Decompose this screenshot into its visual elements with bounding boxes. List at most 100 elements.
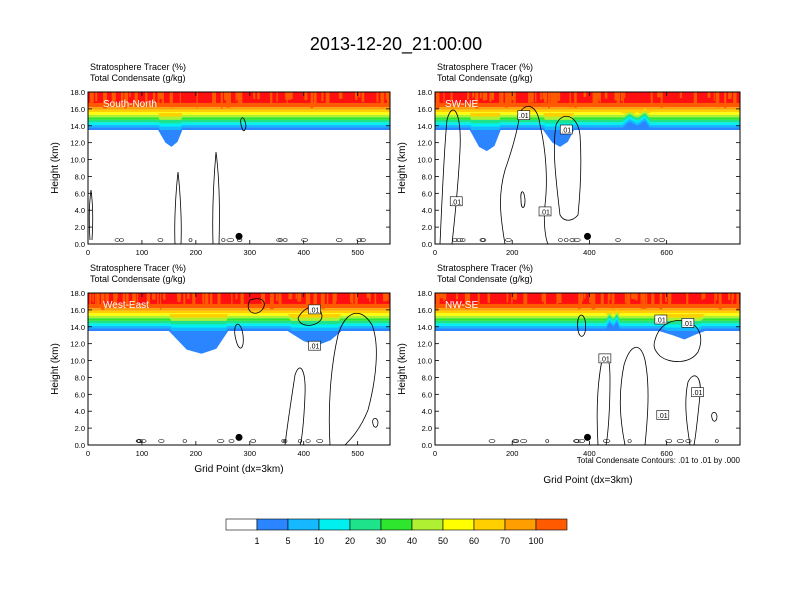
tracer-streak xyxy=(338,92,343,99)
condensate-contour xyxy=(627,439,632,443)
tracer-band xyxy=(88,293,390,304)
panel-label: SW-NE xyxy=(445,99,478,110)
tracer-streak xyxy=(596,92,600,99)
tracer-band xyxy=(88,109,390,113)
y-axis-label: Height (km) xyxy=(397,343,408,395)
tracer-streak xyxy=(92,293,94,302)
y-tick-label: 12.0 xyxy=(70,139,85,148)
condensate-contour xyxy=(139,439,147,443)
x-tick-label: 200 xyxy=(506,248,519,257)
tracer-band xyxy=(88,124,390,128)
tracer-intrusion xyxy=(158,130,183,147)
tracer-streak xyxy=(90,293,92,301)
x-tick-label: 0 xyxy=(433,248,437,257)
condensate-contour xyxy=(714,439,719,443)
tracer-streak xyxy=(160,293,162,310)
tracer-streak xyxy=(349,293,353,303)
tracer-streak xyxy=(604,92,608,99)
y-tick-label: 14.0 xyxy=(70,323,85,332)
x-tick-label: 300 xyxy=(244,449,257,458)
tracer-streak xyxy=(479,92,482,99)
y-tick-label: 0.0 xyxy=(75,240,85,249)
condensate-contour xyxy=(301,238,309,242)
y-tick-label: 6.0 xyxy=(75,189,85,198)
tracer-band xyxy=(435,325,740,329)
contour-label-text: .01 xyxy=(540,209,550,216)
tracer-streak xyxy=(715,293,718,301)
tracer-streak xyxy=(231,293,233,304)
tracer-streak xyxy=(226,92,231,108)
plot-frame xyxy=(434,292,741,446)
tracer-streak xyxy=(650,92,653,104)
tracer-streak xyxy=(385,92,388,100)
condensate-contour xyxy=(505,238,512,242)
panel-header-line1: Stratosphere Tracer (%) xyxy=(90,263,186,273)
colorbar-label: 30 xyxy=(376,536,386,546)
x-tick-label: 400 xyxy=(583,248,596,257)
condensate-contour xyxy=(520,439,528,443)
tracer-streak xyxy=(169,92,173,108)
y-tick-label: 12.0 xyxy=(417,139,432,148)
condensate-contour xyxy=(276,238,282,242)
y-tick-label: 16.0 xyxy=(70,105,85,114)
tracer-streak xyxy=(607,293,610,308)
condensate-contour xyxy=(297,306,323,326)
tracer-band xyxy=(88,119,390,123)
tracer-streak xyxy=(361,92,365,103)
condensate-contour xyxy=(653,238,658,242)
contour-label-text: .01 xyxy=(658,413,668,420)
condensate-contour xyxy=(577,314,587,337)
colorbar-swatch xyxy=(442,518,475,531)
condensate-contour xyxy=(578,439,586,443)
tracer-band xyxy=(435,293,740,304)
condensate-contour xyxy=(217,439,225,443)
tracer-streak xyxy=(505,92,509,108)
contour-label: .01 xyxy=(517,110,531,120)
location-marker xyxy=(584,433,591,441)
tracer-streak xyxy=(599,92,601,103)
tracer-streak xyxy=(287,92,292,100)
y-tick-label: 18.0 xyxy=(70,289,85,298)
tracer-streak xyxy=(642,293,646,309)
y-tick-label: 4.0 xyxy=(422,407,432,416)
tracer-streak xyxy=(620,92,623,102)
tracer-streak xyxy=(665,293,667,302)
x-tick-label: 200 xyxy=(190,449,203,458)
contour-label-box xyxy=(654,314,668,325)
tracer-streak xyxy=(439,293,444,299)
panel-header-line1: Stratosphere Tracer (%) xyxy=(90,62,186,72)
tracer-streak xyxy=(475,92,479,109)
tracer-streak xyxy=(213,92,217,106)
condensate-contour xyxy=(685,375,701,445)
panel-header-line2: Total Condensate (g/kg) xyxy=(437,73,533,83)
condensate-contour xyxy=(157,238,164,242)
x-tick-label: 400 xyxy=(297,449,310,458)
contour-label: .01 xyxy=(308,340,321,351)
x-tick-label: 200 xyxy=(190,248,203,257)
tracer-streak xyxy=(320,293,325,309)
tracer-intrusion xyxy=(287,331,342,346)
tracer-streak xyxy=(608,293,611,300)
tracer-streak xyxy=(511,92,515,101)
panel-label: NW-SE xyxy=(445,300,478,311)
tracer-streak xyxy=(278,293,280,304)
tracer-streak xyxy=(477,293,480,306)
tracer-band xyxy=(88,114,390,118)
y-tick-label: 6.0 xyxy=(422,189,432,198)
tracer-streak xyxy=(550,92,554,106)
x-tick-label: 600 xyxy=(660,449,673,458)
tracer-streak xyxy=(209,293,213,306)
colorbar-label: 100 xyxy=(528,536,543,546)
tracer-streak xyxy=(592,92,597,106)
tracer-band xyxy=(88,320,390,324)
tracer-streak xyxy=(122,293,126,304)
colorbar-label: 70 xyxy=(500,536,510,546)
tracer-streak xyxy=(600,293,604,305)
tracer-streak xyxy=(374,293,377,307)
tracer-streak xyxy=(703,293,706,299)
tracer-streak xyxy=(304,92,308,101)
colorbar-label: 40 xyxy=(407,536,417,546)
tracer-band xyxy=(435,124,740,128)
colorbar-label: 5 xyxy=(285,536,290,546)
tracer-streak xyxy=(196,92,198,108)
